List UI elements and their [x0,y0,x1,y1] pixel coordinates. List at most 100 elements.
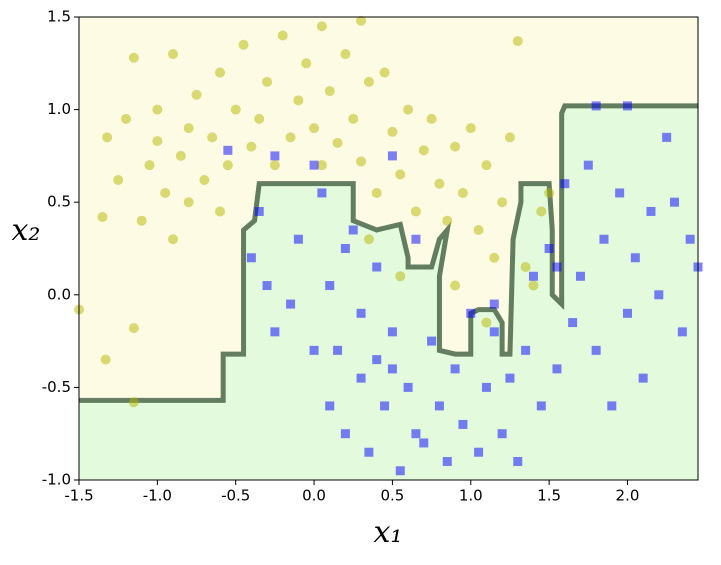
point [246,253,256,263]
point [677,327,687,337]
point [270,327,280,337]
point [654,290,664,300]
point [505,373,515,383]
point [222,160,233,171]
point [427,336,437,346]
point [544,244,554,253]
point [630,253,640,263]
point [372,262,382,272]
point [536,206,547,217]
point [544,187,555,198]
point [465,123,476,134]
decision-boundary [79,103,698,403]
point [270,151,280,161]
point [504,132,515,143]
point [411,234,421,244]
point [325,401,335,411]
point [230,104,241,115]
point [356,308,366,318]
point [481,317,492,328]
y-tick-label: -1.0 [42,471,71,489]
point [152,136,163,147]
point [356,15,367,26]
point [497,197,508,208]
point [615,188,625,198]
point [262,281,272,291]
point [183,123,194,134]
point [168,49,179,60]
point [102,132,113,143]
y-tick-label: 1.5 [47,8,71,26]
y-tick-label: 0.0 [47,285,71,303]
point [207,132,218,143]
point [442,456,452,466]
point [136,215,147,226]
point [128,52,139,63]
y-tick-label: 0.5 [47,193,71,211]
point [426,113,437,124]
point [277,30,288,41]
point [591,345,601,355]
point [513,456,523,466]
point [497,429,507,439]
point [238,39,249,50]
x-tick-label: -1.0 [143,487,172,505]
point [380,401,390,411]
point [364,447,374,457]
point [340,49,351,60]
point [434,178,445,189]
point [113,174,124,185]
point [340,429,350,439]
point [552,262,562,272]
point [387,364,397,374]
point [599,234,609,244]
point [152,104,163,115]
point [552,364,562,374]
point [324,86,335,97]
point [128,397,139,408]
x-tick-label: -0.5 [221,487,250,505]
lower-region [79,105,698,481]
point [285,132,296,143]
point [254,113,265,124]
point [458,419,468,429]
point [662,132,672,142]
point [309,345,319,355]
point [450,364,460,374]
point [457,187,468,198]
point [348,225,358,235]
point [144,160,155,171]
point [372,355,382,365]
point [489,327,499,337]
point [215,67,226,78]
point [395,271,406,282]
point [474,447,484,457]
point [293,95,304,106]
y-axis-label: x₂ [12,213,41,248]
point [521,345,531,355]
point [489,299,499,309]
point [293,234,303,244]
point [410,206,421,217]
point [622,101,632,111]
point [379,67,390,78]
point [183,197,194,208]
point [199,174,210,185]
point [363,234,374,245]
point [387,126,398,137]
point [254,206,264,216]
point [286,299,296,309]
point [363,76,374,87]
point [100,354,111,365]
point [356,373,366,383]
point [583,160,593,170]
point [246,141,257,152]
point [512,36,523,47]
point [560,179,570,189]
point [607,401,617,411]
point [332,137,343,148]
point [638,373,648,383]
point [175,150,186,161]
point [316,160,327,171]
